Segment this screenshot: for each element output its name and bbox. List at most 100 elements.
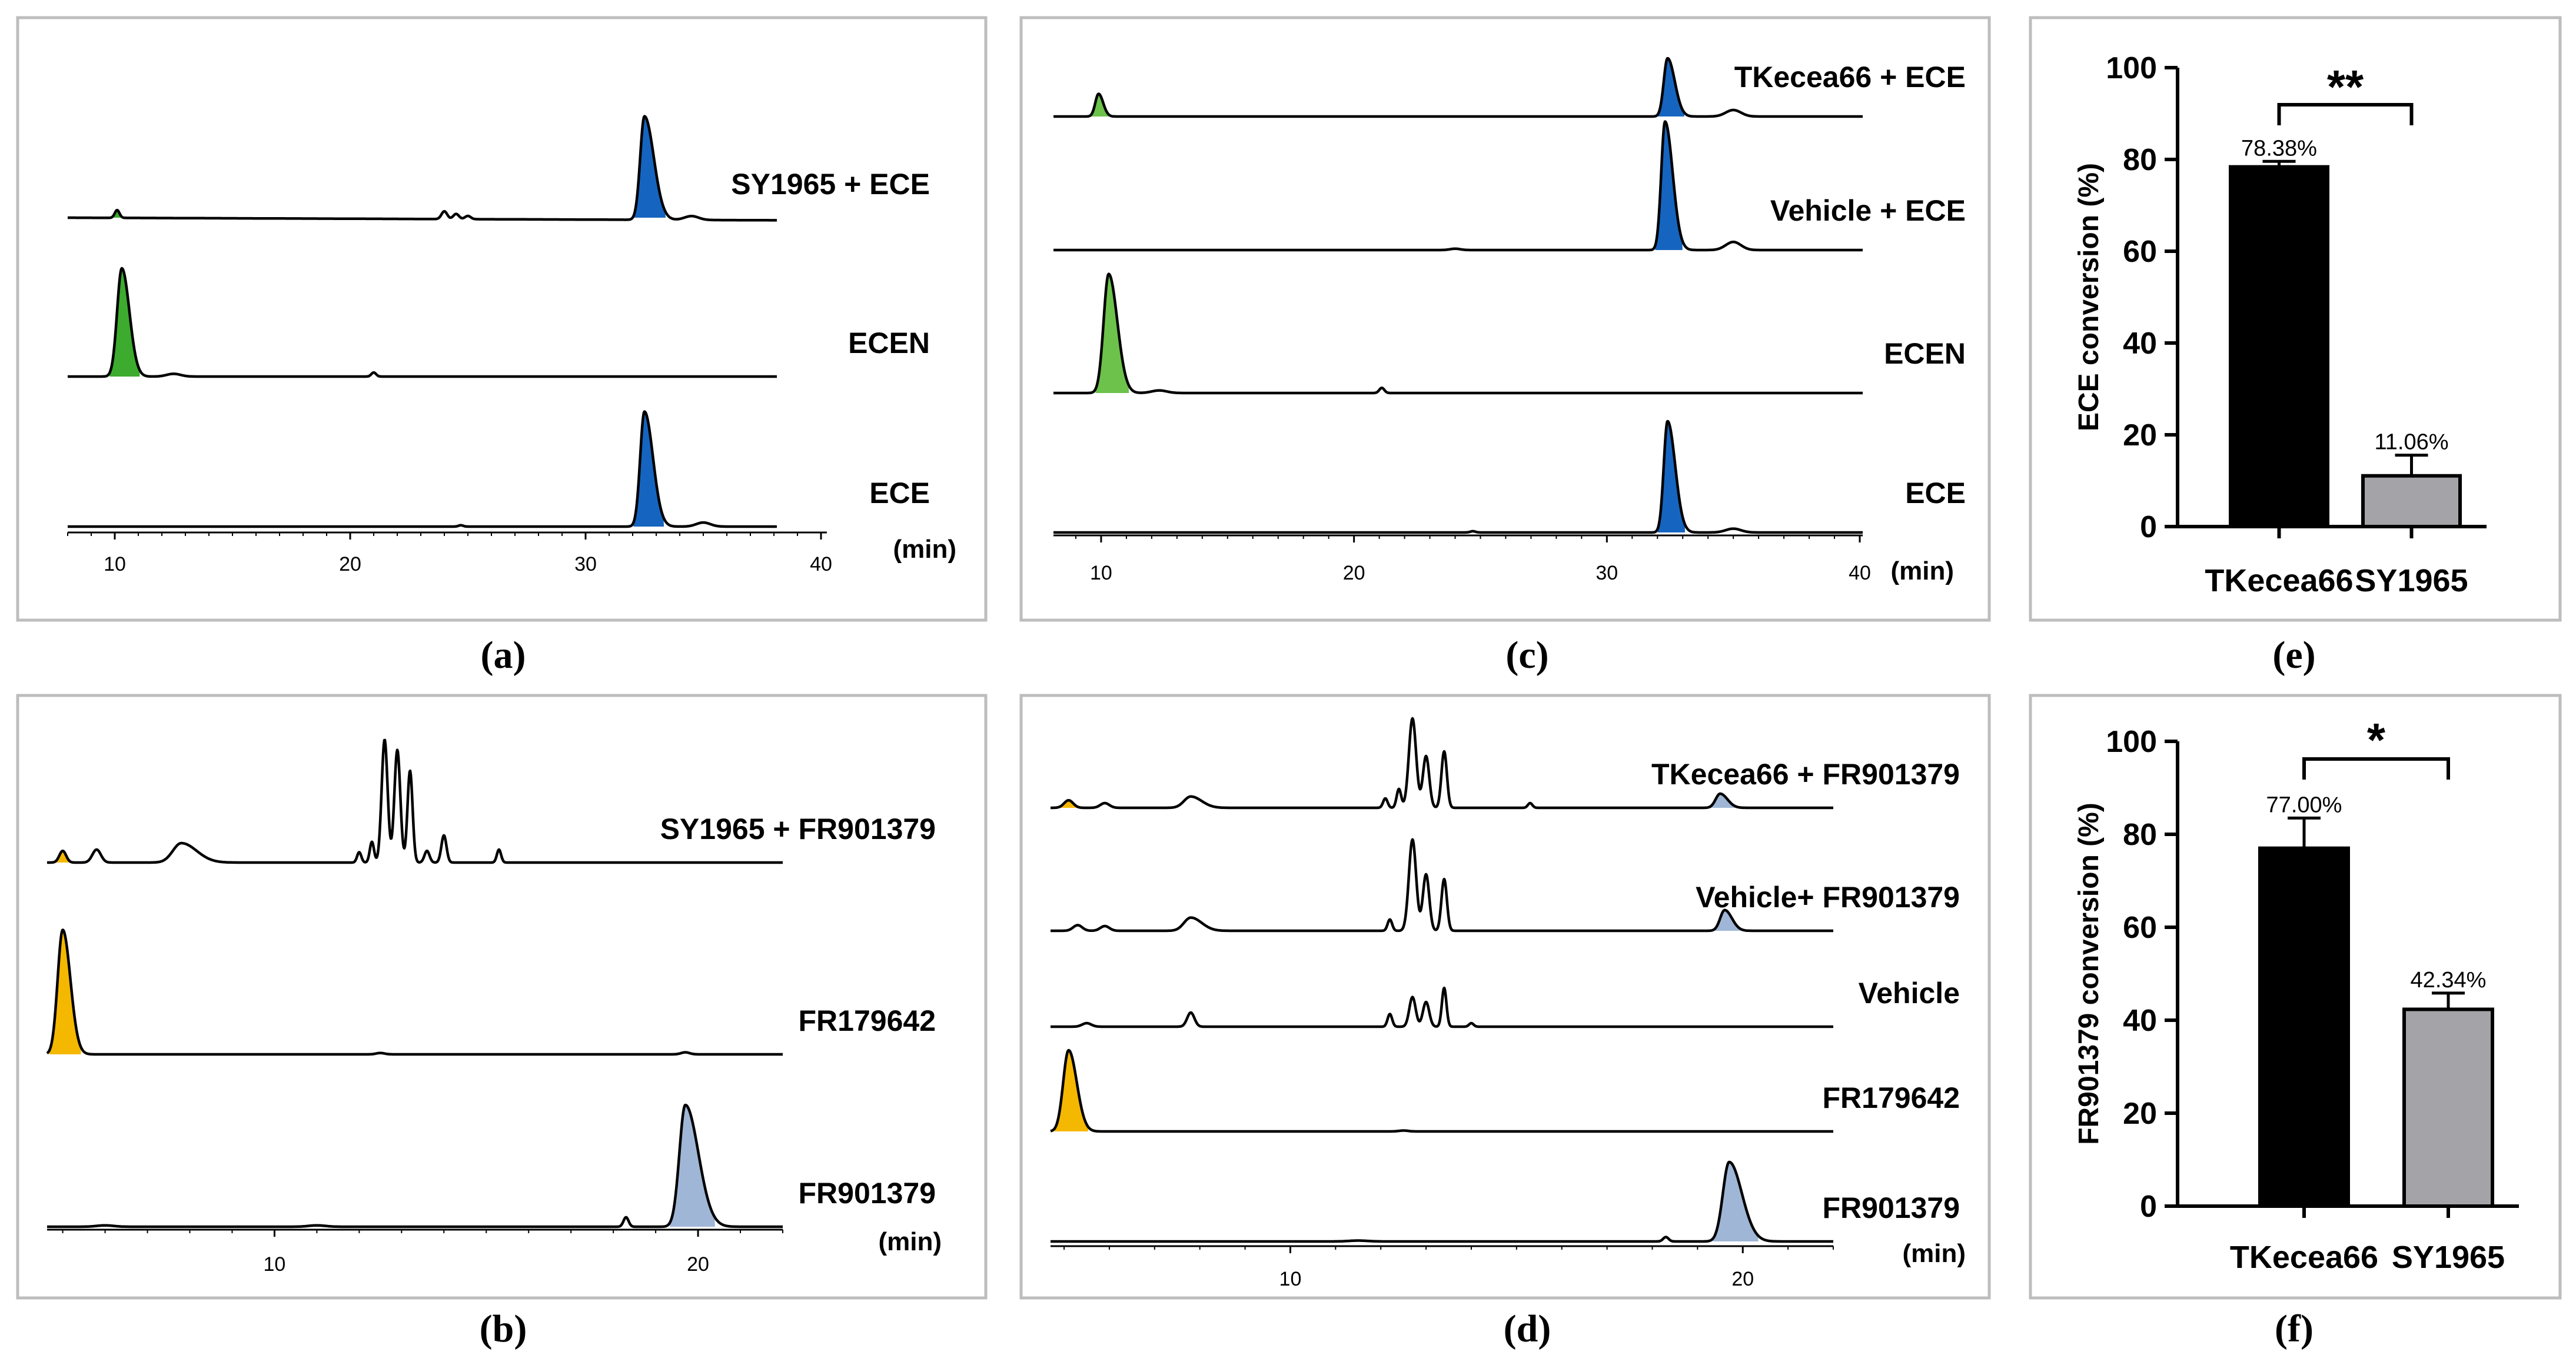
peak-fill-d-3-0 — [1054, 1050, 1088, 1131]
y-tick-label-f-2: 40 — [2123, 1004, 2157, 1038]
chromatogram-panel-d: TKecea66 + FR901379 Vehicle+ FR901379 Vehi… — [1049, 717, 1966, 1290]
trace-label-c-0: TKecea66 + ECE — [1734, 61, 1966, 94]
trace-c-0 — [1052, 56, 1864, 118]
trace-label-d-4: FR901379 — [1823, 1191, 1960, 1224]
y-tick-label-e-4: 80 — [2123, 143, 2157, 177]
trace-c-3 — [1052, 420, 1864, 534]
x-tick-label-b-0: 10 — [264, 1253, 286, 1276]
y-axis-label-e: ECE conversion (%) — [2073, 163, 2105, 431]
peak-fill-d-1-7 — [1713, 910, 1742, 931]
y-tick-label-f-4: 80 — [2123, 818, 2157, 852]
x-unit-label-a: (min) — [893, 535, 956, 564]
trace-a-0 — [67, 115, 778, 222]
panel-label-d: (d) — [1504, 1307, 1551, 1350]
x-tick-label-b-1: 20 — [687, 1253, 709, 1276]
category-label-e-0: TKecea66 — [2205, 563, 2353, 598]
trace-label-a-2: ECE — [869, 477, 930, 510]
x-tick-label-c-0: 10 — [1090, 562, 1112, 584]
peak-fill-c-3-0 — [1657, 421, 1686, 532]
panel-d-frame — [1019, 694, 1991, 1300]
value-label-f-1: 42.34% — [2411, 968, 2487, 993]
trace-a-2 — [67, 410, 778, 528]
category-label-e-1: SY1965 — [2355, 563, 2468, 598]
y-tick-label-f-1: 20 — [2123, 1097, 2157, 1131]
trace-d-4 — [1049, 1160, 1834, 1243]
peak-fill-b-1-0 — [49, 930, 81, 1054]
value-label-f-0: 77.00% — [2266, 793, 2342, 817]
significance-marker-f: * — [2367, 714, 2386, 766]
peak-fill-d-0-9 — [1708, 794, 1737, 808]
peak-fill-a-1-0 — [109, 268, 140, 377]
trace-a-1 — [67, 267, 778, 378]
trace-label-c-1: Vehicle + ECE — [1770, 194, 1966, 227]
x-tick-label-a-0: 10 — [104, 553, 126, 575]
y-tick-label-e-0: 0 — [2140, 510, 2157, 544]
y-tick-label-e-1: 20 — [2123, 418, 2157, 452]
x-tick-label-d-0: 10 — [1279, 1268, 1302, 1290]
trace-label-b-0: SY1965 + FR901379 — [660, 813, 936, 845]
bar-f-0 — [2258, 846, 2350, 1208]
trace-d-1 — [1049, 838, 1834, 933]
panel-label-e: (e) — [2272, 634, 2315, 677]
category-label-f-0: TKecea66 — [2230, 1240, 2378, 1275]
trace-b-2 — [46, 1103, 784, 1228]
panel-a-frame — [16, 16, 988, 622]
trace-b-0 — [46, 738, 784, 864]
panel-b-frame — [16, 694, 988, 1300]
bar-chart-panel-f: 0 20 40 60 80 100 FR901379 conversion (%) 77.00… — [2073, 714, 2519, 1275]
bar-e-0 — [2229, 165, 2329, 528]
bar-f-1 — [2402, 1007, 2494, 1208]
peak-fill-d-4-1 — [1713, 1162, 1759, 1241]
x-unit-label-b: (min) — [878, 1227, 942, 1256]
x-tick-label-c-3: 40 — [1849, 562, 1871, 584]
peak-fill-a-2-0 — [633, 411, 664, 527]
y-tick-label-f-5: 100 — [2106, 725, 2157, 759]
panel-e-frame — [2029, 16, 2562, 622]
chromatogram-panel-c: TKecea66 + ECE Vehicle + ECE ECEN ECE 10 20 30… — [1052, 56, 1966, 585]
panel-label-c: (c) — [1505, 634, 1548, 677]
trace-label-d-3: FR179642 — [1823, 1081, 1960, 1114]
panel-label-a: (a) — [481, 634, 526, 677]
bar-e-1 — [2361, 474, 2462, 528]
trace-label-c-3: ECE — [1905, 477, 1966, 510]
trace-d-3 — [1049, 1048, 1834, 1133]
x-tick-label-a-1: 20 — [339, 553, 361, 575]
panel-label-f: (f) — [2275, 1307, 2314, 1350]
panel-c-frame — [1019, 16, 1991, 622]
trace-b-1 — [46, 928, 784, 1056]
significance-marker-e: ** — [2327, 61, 2364, 113]
y-tick-label-f-3: 60 — [2123, 911, 2157, 945]
peak-fill-c-0-1 — [1657, 58, 1684, 116]
trace-d-2 — [1049, 986, 1834, 1028]
trace-label-b-1: FR179642 — [799, 1004, 936, 1037]
chromatogram-panel-a: SY1965 + ECE ECEN ECE 10 20 30 40 (min) — [67, 115, 956, 575]
bar-chart-panel-e: 0 20 40 60 80 100 ECE conversion (%) 78.38% TKec… — [2073, 51, 2487, 598]
chromatogram-panel-b: SY1965 + FR901379 FR179642 FR901379 10 20 (mi… — [46, 738, 942, 1276]
panel-f-frame — [2029, 694, 2562, 1300]
trace-c-1 — [1052, 120, 1864, 252]
trace-label-d-0: TKecea66 + FR901379 — [1651, 758, 1960, 791]
x-tick-label-c-2: 30 — [1596, 562, 1618, 584]
trace-label-d-2: Vehicle — [1859, 977, 1960, 1010]
peak-fill-c-1-0 — [1655, 121, 1683, 250]
y-tick-label-e-5: 100 — [2106, 51, 2157, 85]
trace-label-a-1: ECEN — [848, 327, 930, 359]
y-tick-label-e-3: 60 — [2123, 235, 2157, 269]
y-axis-label-f: FR901379 conversion (%) — [2073, 803, 2105, 1145]
x-unit-label-d: (min) — [1902, 1239, 1966, 1268]
value-label-e-0: 78.38% — [2241, 136, 2317, 161]
trace-d-0 — [1049, 717, 1834, 810]
y-tick-label-f-0: 0 — [2140, 1190, 2157, 1224]
significance-bracket-e — [2277, 103, 2414, 125]
y-tick-label-e-2: 40 — [2123, 327, 2157, 361]
x-tick-label-d-1: 20 — [1731, 1268, 1754, 1290]
panel-label-b: (b) — [480, 1307, 527, 1350]
peak-fill-c-2-0 — [1095, 274, 1129, 393]
trace-label-d-1: Vehicle+ FR901379 — [1696, 881, 1960, 914]
significance-bracket-f — [2302, 757, 2450, 780]
x-tick-label-a-3: 40 — [810, 553, 832, 575]
trace-c-2 — [1052, 272, 1864, 395]
x-unit-label-c: (min) — [1890, 557, 1954, 585]
x-tick-label-c-1: 20 — [1343, 562, 1365, 584]
